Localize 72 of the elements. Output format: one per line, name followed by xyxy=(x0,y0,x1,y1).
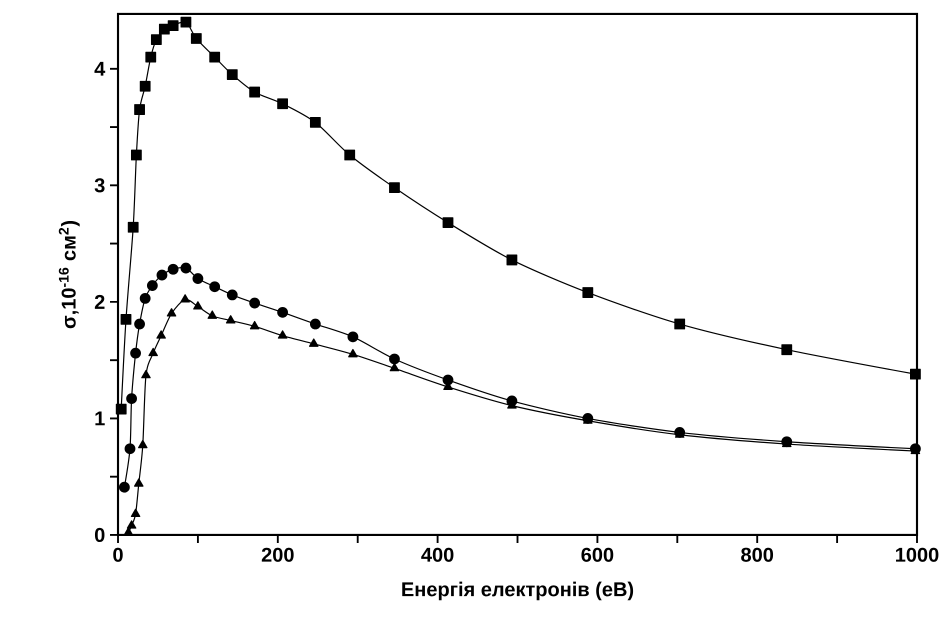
y-axis-title: σ,10$^{-16}$ см$^{2}$) xyxy=(58,220,80,328)
y-tick-label: 3 xyxy=(94,178,105,192)
point xyxy=(116,404,127,415)
point xyxy=(141,370,151,378)
point xyxy=(674,318,686,330)
point xyxy=(582,287,594,298)
point xyxy=(209,281,220,292)
point xyxy=(180,294,190,303)
point xyxy=(140,80,151,92)
point xyxy=(124,443,136,454)
point xyxy=(134,478,144,487)
point xyxy=(344,150,356,160)
x-tick-label: 800 xyxy=(741,548,774,562)
point xyxy=(781,344,792,356)
y-tick-label: 0 xyxy=(94,528,104,542)
point xyxy=(145,52,156,63)
point xyxy=(506,254,518,266)
point xyxy=(249,86,260,98)
point xyxy=(150,34,162,46)
point xyxy=(119,482,130,493)
x-tick-label: 1000 xyxy=(896,548,938,562)
point xyxy=(310,318,321,330)
point xyxy=(130,150,142,160)
point xyxy=(278,330,288,339)
y-tick-label: 1 xyxy=(95,412,105,426)
point xyxy=(168,264,179,275)
point xyxy=(389,182,400,194)
point xyxy=(138,440,148,448)
x-tick-label: 0 xyxy=(113,548,123,562)
point xyxy=(180,16,192,28)
point xyxy=(226,315,236,324)
x-tick-label: 600 xyxy=(581,548,614,562)
point xyxy=(180,262,192,274)
point xyxy=(277,306,288,318)
point xyxy=(348,331,358,342)
x-axis-title: Енергія електронів (еВ) xyxy=(402,582,634,600)
point xyxy=(140,292,151,304)
point xyxy=(156,270,168,280)
point xyxy=(310,116,321,128)
point xyxy=(190,33,202,44)
point xyxy=(250,320,260,330)
point xyxy=(130,508,140,518)
point xyxy=(249,298,260,308)
point xyxy=(126,520,136,529)
point xyxy=(192,273,204,284)
point xyxy=(209,52,220,63)
point xyxy=(128,222,139,233)
point xyxy=(148,348,158,356)
x-tick-label: 400 xyxy=(421,548,454,562)
point xyxy=(277,98,288,110)
point xyxy=(120,314,132,325)
point xyxy=(442,217,454,228)
point xyxy=(208,310,218,319)
point xyxy=(226,69,238,80)
y-tick-label: 4 xyxy=(94,62,106,76)
x-tick-label: 200 xyxy=(262,548,294,562)
point xyxy=(130,348,141,359)
point xyxy=(168,20,179,32)
point xyxy=(309,338,319,347)
point xyxy=(348,348,358,358)
point xyxy=(166,308,176,317)
point xyxy=(193,301,203,310)
point xyxy=(389,354,400,364)
point xyxy=(134,104,145,115)
point xyxy=(226,289,238,300)
point xyxy=(910,368,921,380)
point xyxy=(390,362,400,372)
point xyxy=(156,330,166,339)
point xyxy=(126,393,137,404)
point xyxy=(134,318,145,330)
y-tick-label: 2 xyxy=(94,294,104,309)
point xyxy=(146,280,158,291)
